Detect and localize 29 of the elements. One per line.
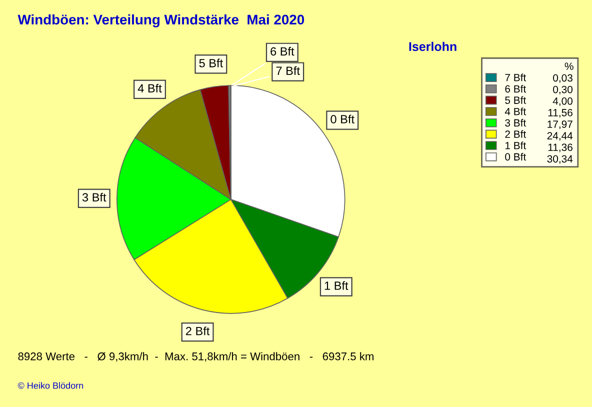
chart-subtitle: Iserlohn [409,42,456,51]
legend-label: 0 Bft [505,152,526,161]
slice-label: 3 Bft [82,192,106,202]
data-label: 0,30 [553,86,573,94]
data-label: 4,00 [552,97,573,106]
text: © Heiko Blödorn [18,382,84,389]
legend-label: 7 Bft [505,74,526,82]
legend-label: 2 Bft [505,130,526,138]
legend-label: 3 Bft [505,118,526,127]
slice-label: 0 Bft [330,114,354,124]
text: 8928 Werte - Ø 9,3km/h - Max. 51,8km/h = Windböen - 6937.5 km [18,352,374,362]
data-label: 0,03 [553,74,572,83]
data-label: 11,56 [548,108,572,118]
legend-label: 6 Bft [505,84,526,93]
chart-title: Windböen: Verteilung Windstärke Mai 2020 [18,14,304,28]
slice-label: 5 Bft [199,58,223,68]
legend-label: 4 Bft [504,108,526,116]
slice-label: 6 Bft [270,46,294,56]
data-label: 30,34 [547,155,573,164]
data-label: 17,97 [548,120,572,130]
legend-title: % [564,62,574,70]
slice-label: 2 Bft [186,326,210,336]
slice-label: 7 Bft [276,66,300,75]
legend-label: 1 Bft [505,142,526,150]
slice-label: 4 Bft [138,84,162,92]
data-label: 24,44 [547,132,573,141]
data-label: 11,36 [548,144,572,152]
slice-label: 1 Bft [324,281,348,290]
legend-label: 5 Bft [505,96,526,104]
